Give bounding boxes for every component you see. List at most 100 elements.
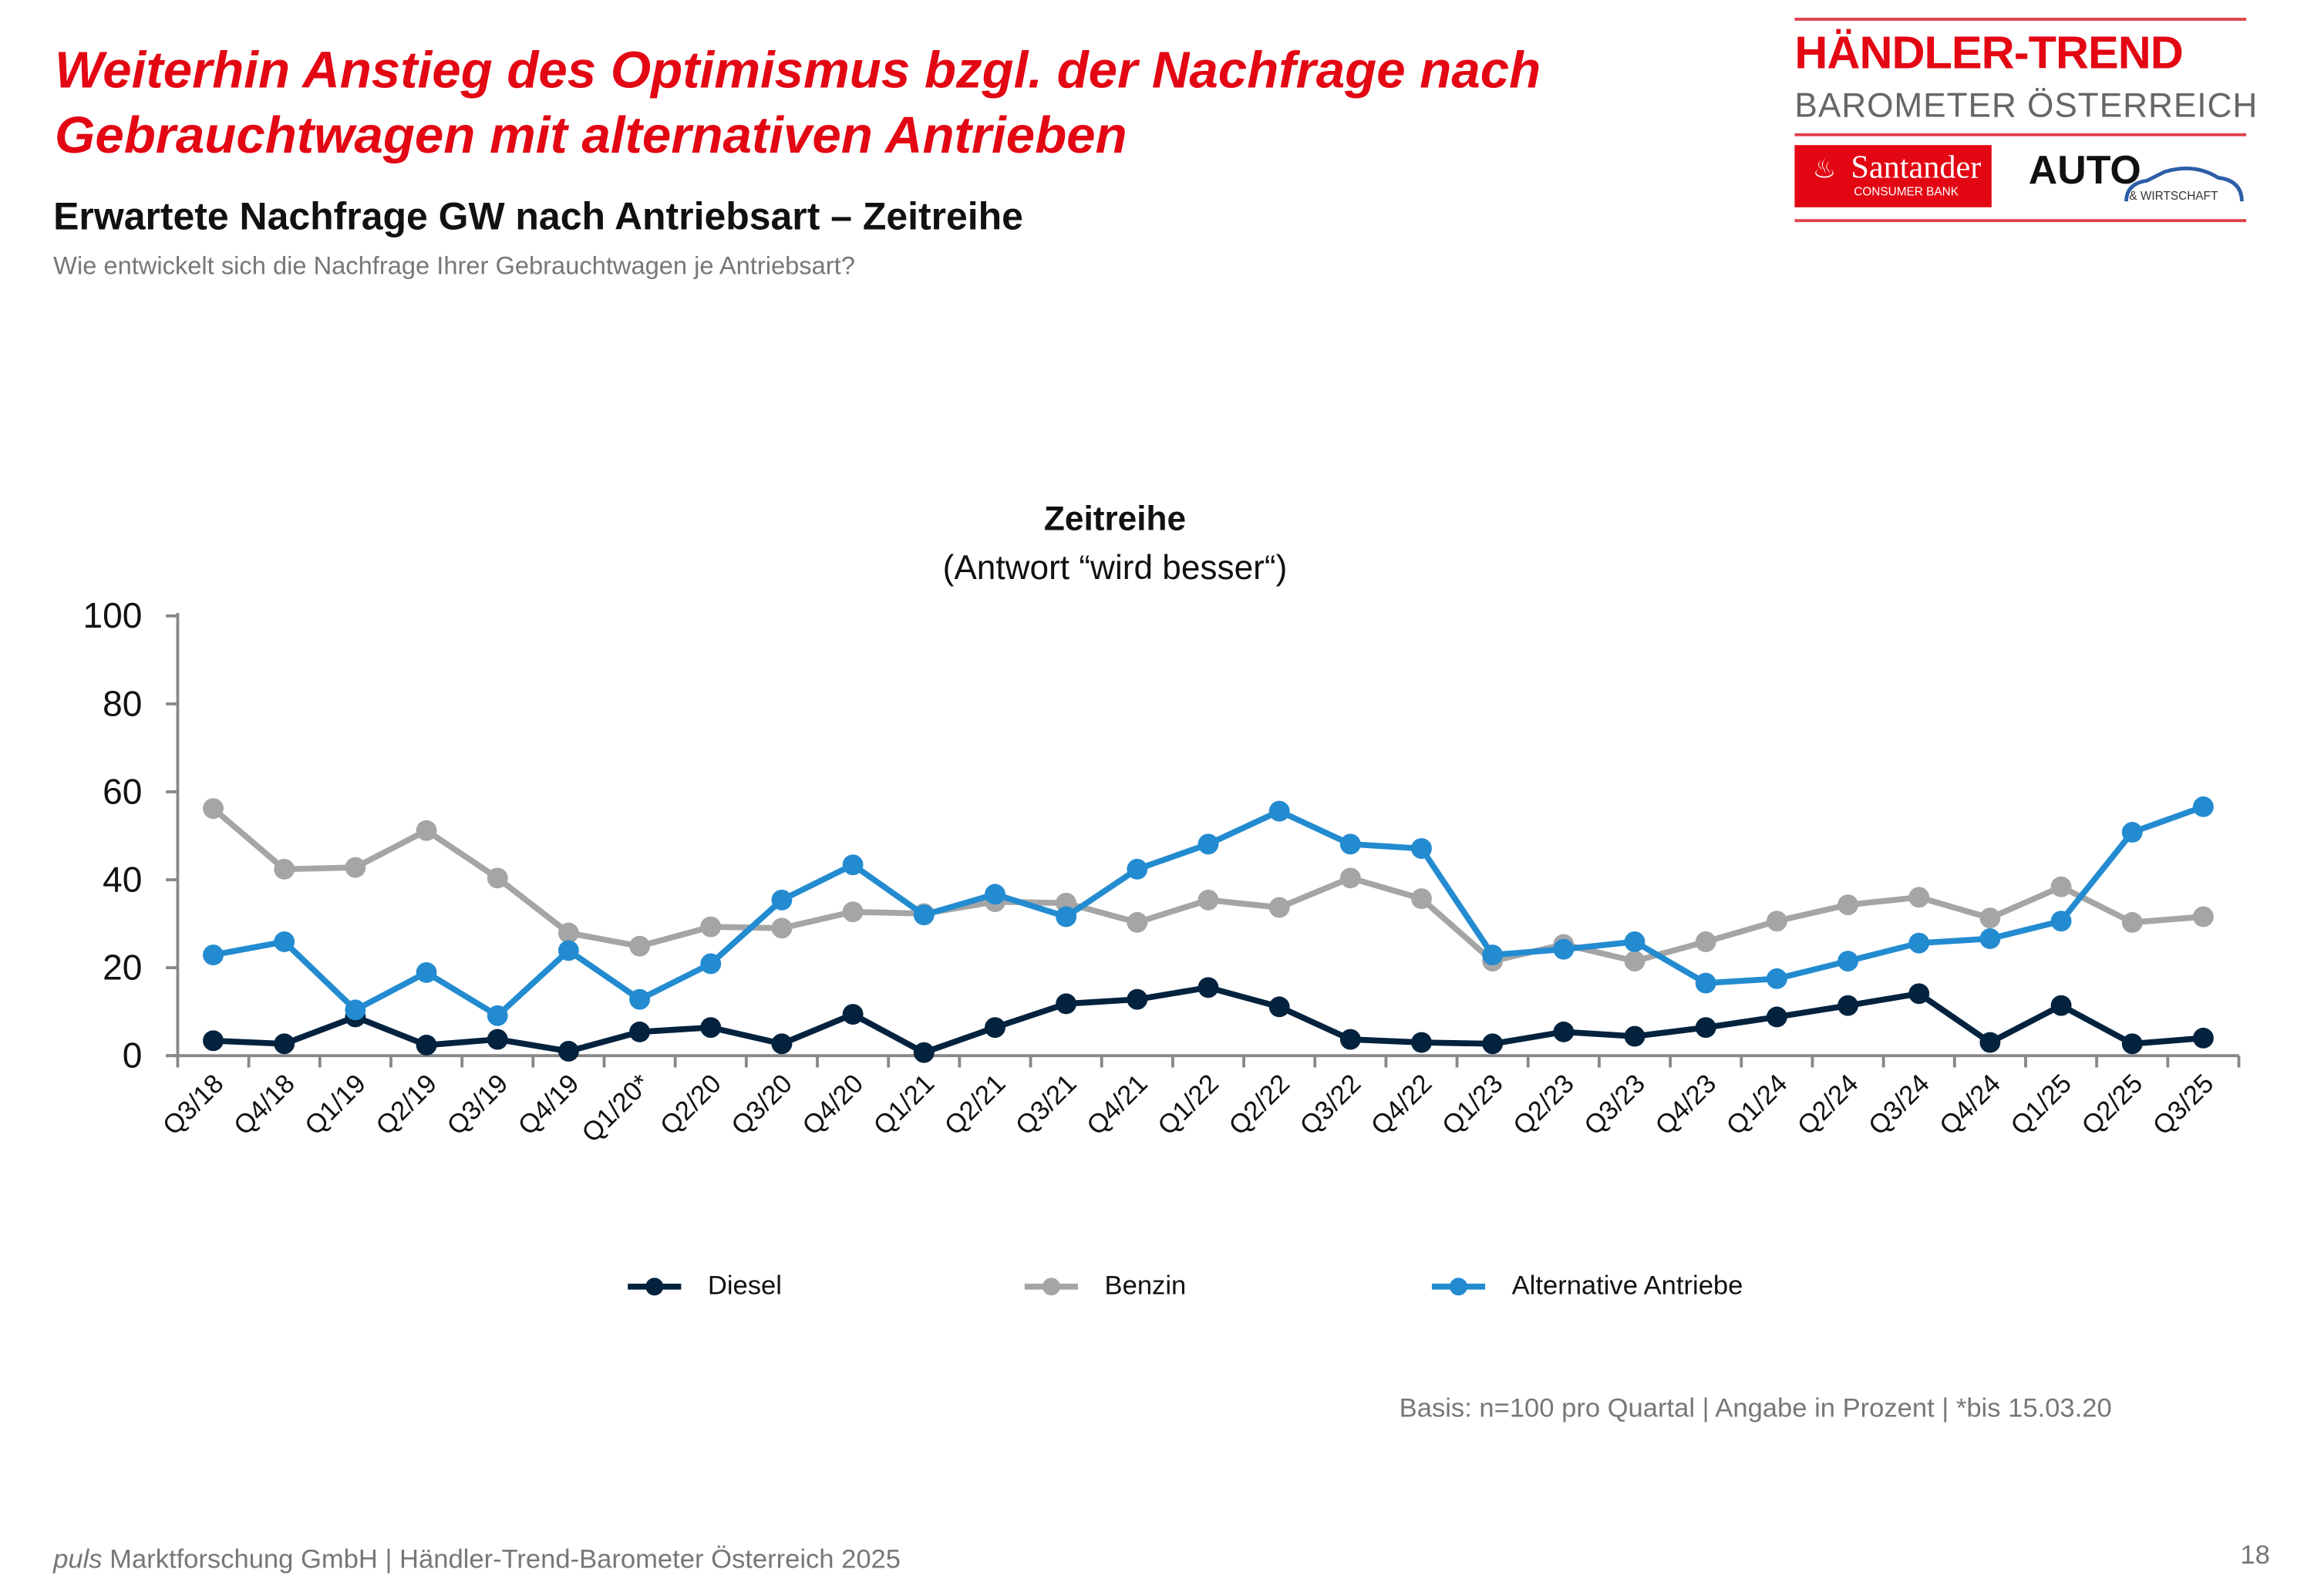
data-point-diesel	[274, 1033, 295, 1055]
data-point-benzin	[1127, 911, 1148, 933]
data-point-benzin	[629, 935, 651, 957]
series-line-benzin	[211, 806, 2204, 965]
data-point-benzin	[771, 918, 793, 939]
data-point-diesel	[487, 1029, 508, 1050]
legend-marker-benzin	[1024, 1277, 1078, 1295]
x-tick-label: Q4/24	[1934, 1069, 2006, 1140]
data-point-benzin	[2050, 876, 2072, 897]
data-point-alternative-antriebe	[2121, 822, 2143, 843]
data-point-alternative-antriebe	[2050, 911, 2072, 932]
page-number: 18	[2240, 1540, 2270, 1570]
data-point-diesel	[1339, 1029, 1361, 1050]
logo-title: HÄNDLER-TREND	[1794, 26, 2183, 79]
x-tick-label: Q4/22	[1366, 1069, 1437, 1140]
data-point-benzin	[557, 922, 579, 944]
data-point-benzin	[1624, 951, 1645, 971]
y-tick-label: 100	[83, 595, 142, 635]
data-point-alternative-antriebe	[1268, 800, 1290, 822]
x-tick-label: Q2/20	[655, 1069, 726, 1140]
x-tick-label: Q3/21	[1010, 1069, 1082, 1140]
data-point-alternative-antriebe	[1766, 968, 1787, 989]
data-point-diesel	[1624, 1025, 1645, 1047]
data-point-diesel	[1979, 1032, 2001, 1053]
data-point-benzin	[700, 916, 722, 938]
data-point-benzin	[1268, 897, 1290, 918]
data-point-diesel	[1837, 995, 1858, 1016]
data-point-alternative-antriebe	[1553, 938, 1575, 960]
x-tick-label: Q3/23	[1579, 1069, 1651, 1140]
data-point-benzin	[274, 858, 295, 880]
data-point-benzin	[345, 857, 366, 878]
data-point-benzin	[1339, 867, 1361, 889]
data-point-benzin	[842, 901, 864, 923]
data-point-diesel	[1197, 977, 1219, 998]
data-point-diesel	[2121, 1033, 2143, 1055]
data-point-alternative-antriebe	[1056, 906, 1077, 928]
legend-marker-alternative	[1431, 1277, 1486, 1295]
data-point-alternative-antriebe	[629, 988, 651, 1010]
x-tick-label: Q2/23	[1507, 1069, 1579, 1140]
x-tick-label: Q2/21	[939, 1069, 1011, 1140]
x-tick-label: Q1/21	[868, 1069, 940, 1140]
y-tick-label: 40	[103, 859, 142, 899]
legend-marker-diesel	[628, 1277, 682, 1295]
data-point-diesel	[1268, 996, 1290, 1018]
data-point-alternative-antriebe	[1127, 858, 1148, 880]
data-point-alternative-antriebe	[771, 889, 793, 911]
headline: Weiterhin Anstieg des Optimismus bzgl. d…	[55, 39, 1541, 169]
x-tick-label: Q2/19	[371, 1069, 443, 1140]
y-tick-label: 20	[103, 947, 142, 987]
y-tick-label: 0	[123, 1035, 143, 1076]
data-point-diesel	[1553, 1021, 1575, 1042]
data-point-diesel	[1056, 993, 1077, 1015]
x-tick-label: Q1/22	[1153, 1069, 1224, 1140]
x-tick-label: Q1/25	[2006, 1069, 2077, 1140]
x-tick-label: Q4/23	[1650, 1069, 1722, 1140]
headline-line-2: Gebrauchtwagen mit alternativen Antriebe…	[55, 106, 1127, 165]
data-point-benzin	[416, 820, 437, 841]
data-point-diesel	[1127, 988, 1148, 1010]
x-tick-label: Q3/19	[442, 1069, 514, 1140]
data-point-diesel	[913, 1042, 935, 1063]
data-point-alternative-antriebe	[1482, 944, 1504, 966]
data-point-alternative-antriebe	[345, 999, 366, 1021]
data-point-benzin	[1197, 889, 1219, 911]
chart-title: Zeitreihe	[1043, 499, 1187, 538]
data-point-benzin	[2121, 911, 2143, 933]
data-point-diesel	[842, 1004, 864, 1025]
data-point-diesel	[2192, 1027, 2214, 1049]
survey-question: Wie entwickelt sich die Nachfrage Ihrer …	[53, 251, 855, 280]
data-point-alternative-antriebe	[984, 884, 1005, 905]
x-tick-label: Q3/22	[1295, 1069, 1366, 1140]
x-tick-label: Q1/24	[1721, 1069, 1793, 1140]
data-point-alternative-antriebe	[1837, 951, 1858, 971]
x-tick-label: Q4/20	[797, 1069, 869, 1140]
x-tick-label: Q3/25	[2147, 1069, 2219, 1140]
x-tick-label: Q3/20	[726, 1069, 798, 1140]
data-point-benzin	[1411, 888, 1432, 910]
basis-note: Basis: n=100 pro Quartal | Angabe in Pro…	[1399, 1393, 2112, 1423]
haendler-trend-logo: HÄNDLER-TREND BAROMETER ÖSTERREICH ♨ San…	[1794, 18, 2257, 223]
data-point-alternative-antriebe	[416, 961, 437, 983]
data-point-diesel	[1908, 983, 1930, 1005]
x-tick-label: Q2/25	[2077, 1069, 2148, 1140]
x-tick-label: Q4/19	[513, 1069, 584, 1140]
flame-icon: ♨	[1812, 153, 1837, 184]
data-point-alternative-antriebe	[487, 1005, 508, 1026]
legend-benzin: Benzin	[1022, 1271, 1186, 1301]
data-point-alternative-antriebe	[557, 940, 579, 961]
data-point-diesel	[1482, 1033, 1504, 1055]
data-point-benzin	[203, 798, 224, 820]
x-tick-label: Q1/20*	[577, 1069, 656, 1148]
data-point-diesel	[557, 1041, 579, 1062]
data-point-benzin	[2192, 906, 2214, 928]
data-point-alternative-antriebe	[2192, 796, 2214, 817]
data-point-diesel	[1695, 1017, 1716, 1039]
data-point-benzin	[1695, 931, 1716, 952]
data-point-alternative-antriebe	[842, 854, 864, 876]
data-point-alternative-antriebe	[913, 904, 935, 926]
x-tick-label: Q2/22	[1224, 1069, 1295, 1140]
data-point-diesel	[203, 1030, 224, 1052]
data-point-alternative-antriebe	[1979, 928, 2001, 949]
